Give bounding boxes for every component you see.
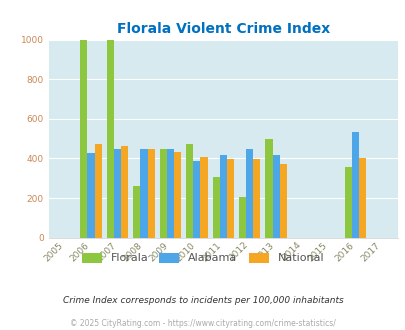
Bar (193, 161, 200, 238)
Bar (279, 164, 286, 238)
Bar (87, 153, 94, 238)
Bar (219, 155, 226, 238)
Bar (114, 149, 121, 238)
Text: Crime Index corresponds to incidents per 100,000 inhabitants: Crime Index corresponds to incidents per… (62, 296, 343, 305)
Bar (351, 132, 358, 238)
Text: © 2025 CityRating.com - https://www.cityrating.com/crime-statistics/: © 2025 CityRating.com - https://www.city… (70, 319, 335, 328)
Bar (212, 177, 219, 238)
Bar (185, 144, 193, 238)
Bar (173, 152, 181, 238)
Bar (265, 139, 272, 238)
Bar (121, 146, 128, 238)
Bar (140, 149, 147, 238)
Bar (107, 40, 114, 238)
Bar (147, 148, 154, 238)
Bar (200, 157, 207, 238)
Bar (344, 167, 351, 238)
Bar (94, 144, 102, 238)
Bar (272, 155, 279, 238)
Bar (226, 159, 233, 238)
Bar (80, 40, 87, 238)
Bar (166, 149, 173, 238)
Bar (358, 158, 365, 238)
Bar (245, 148, 253, 238)
Bar (239, 197, 245, 238)
Bar (159, 148, 166, 238)
Bar (133, 186, 140, 238)
Legend: Florala, Alabama, National: Florala, Alabama, National (81, 253, 324, 263)
Title: Florala Violent Crime Index: Florala Violent Crime Index (116, 22, 329, 36)
Bar (253, 159, 260, 238)
